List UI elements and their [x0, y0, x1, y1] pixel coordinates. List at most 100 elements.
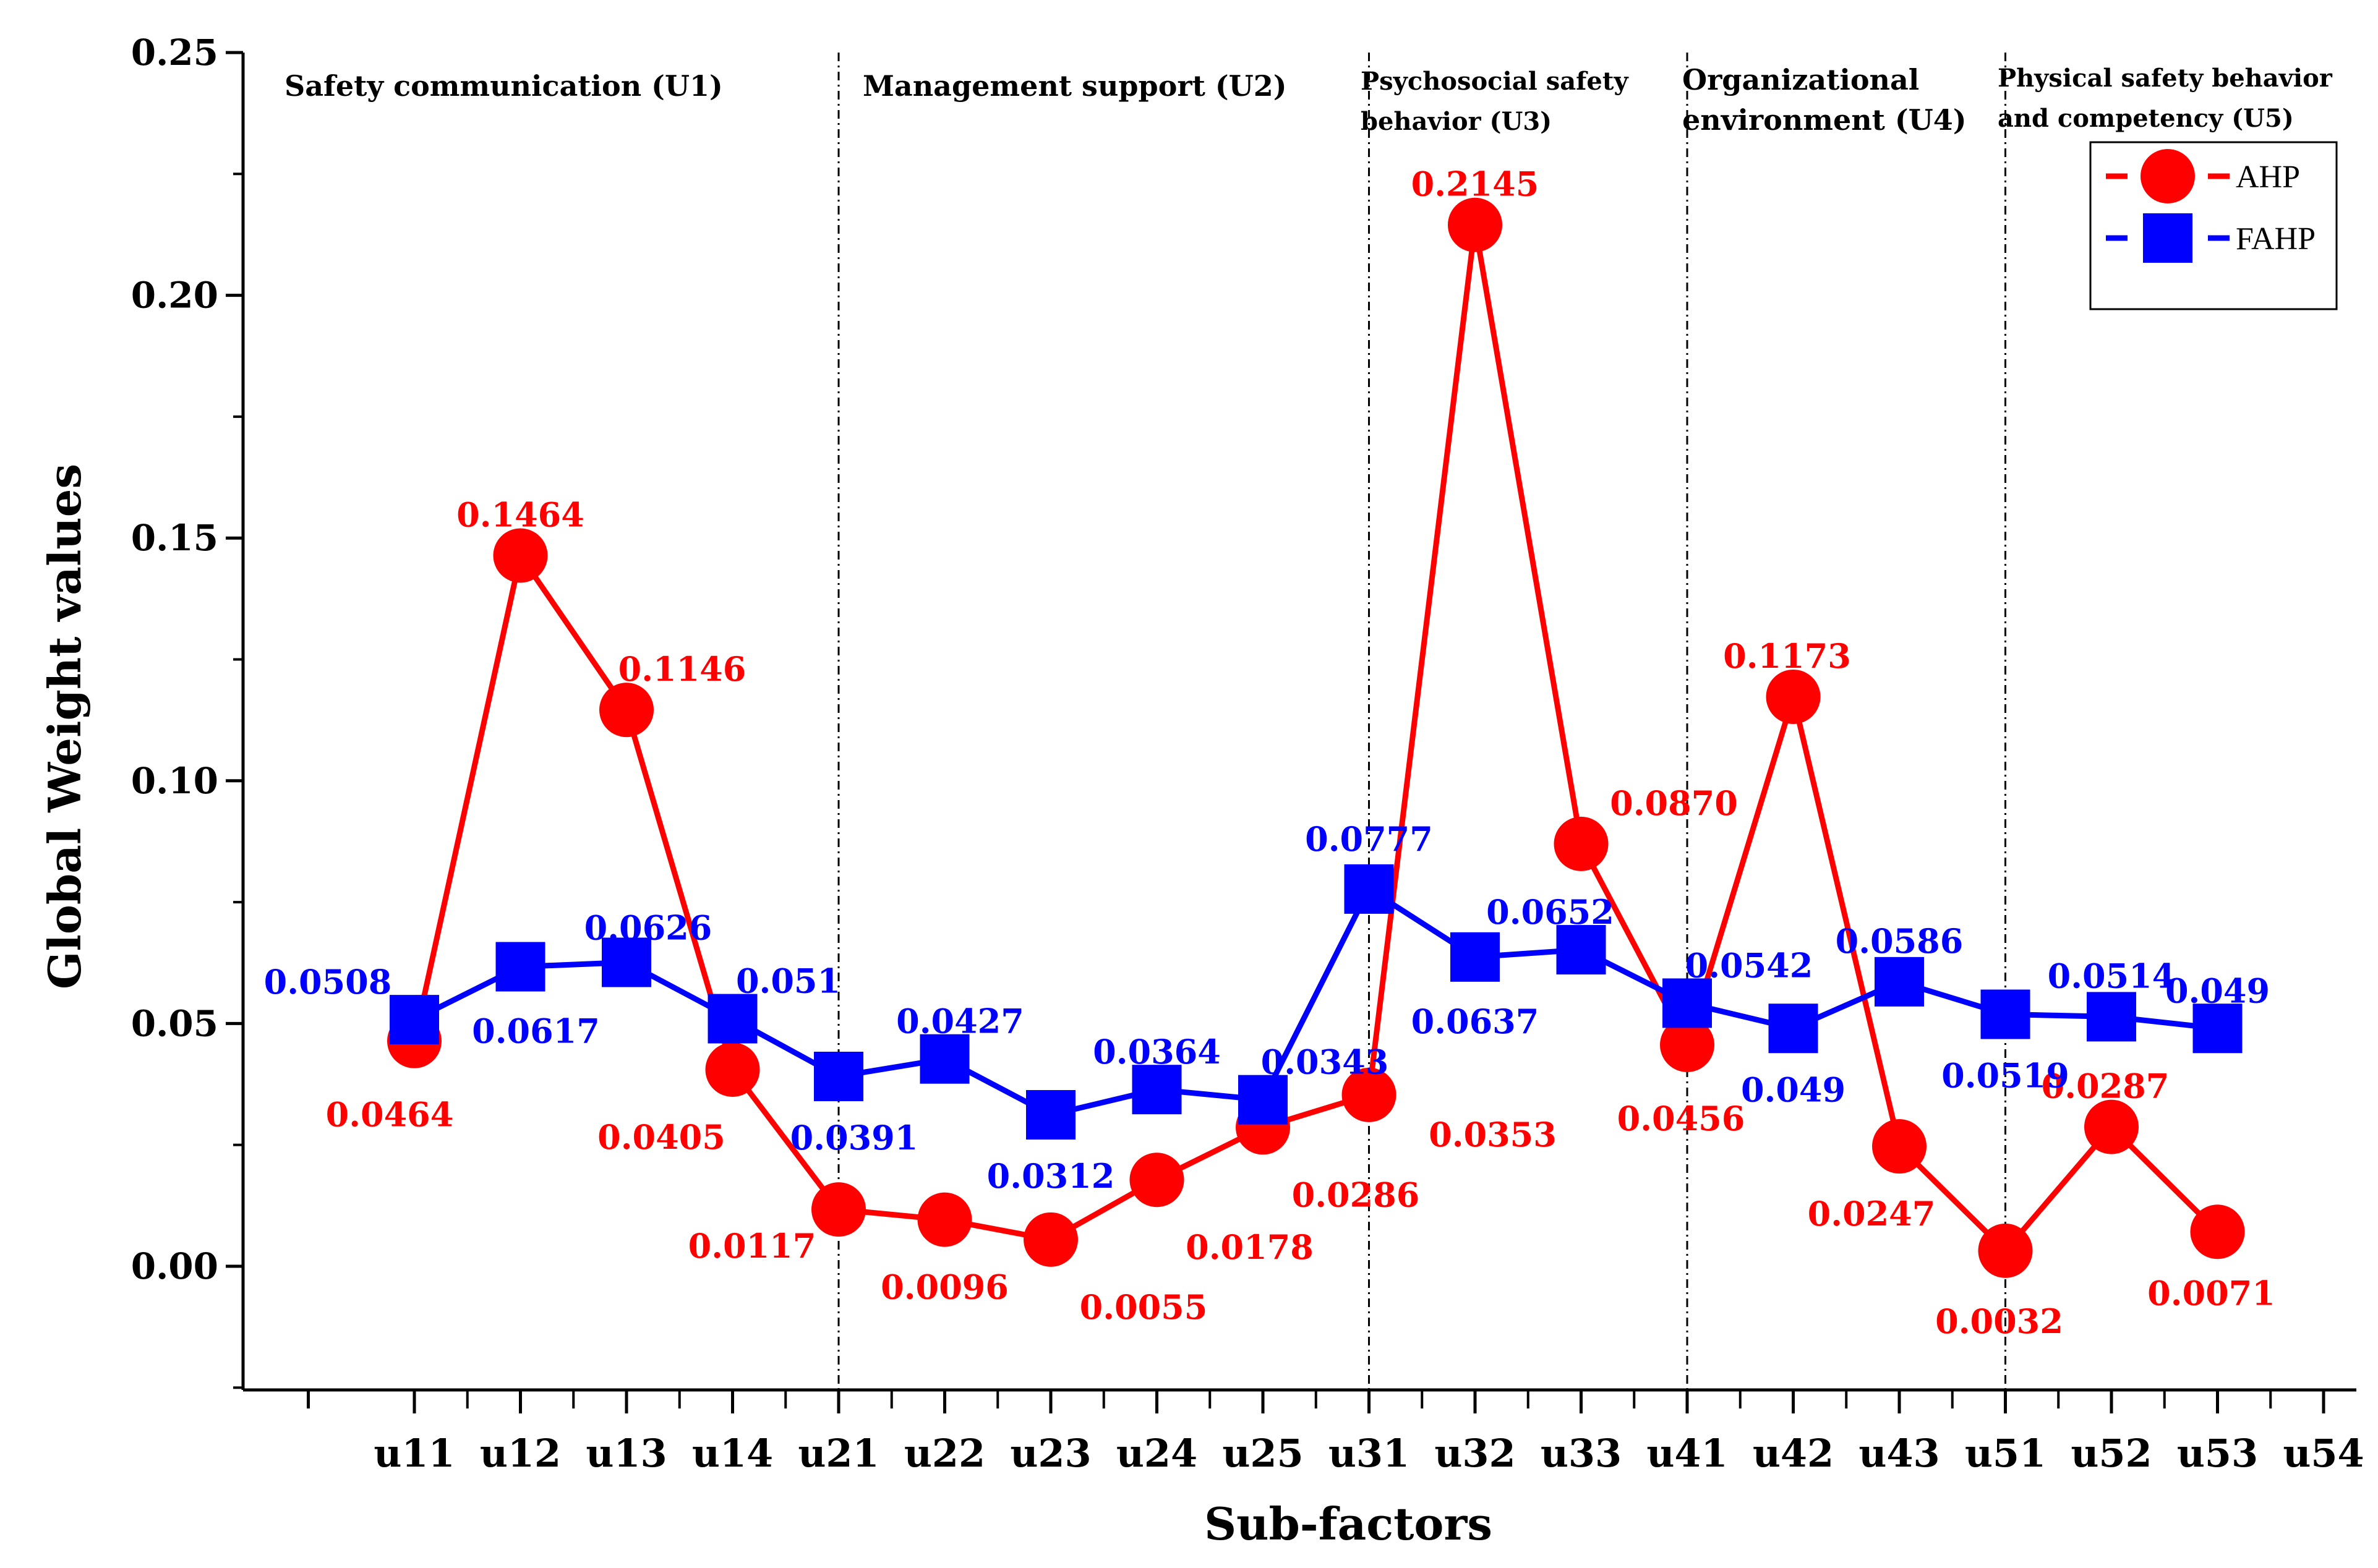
group-label: Organizational: [1682, 63, 1919, 96]
ahp-data-label: 0.0286: [1292, 1175, 1420, 1214]
fahp-data-label: 0.0312: [987, 1156, 1115, 1196]
ahp-point: [2190, 1204, 2245, 1259]
fahp-point: [2087, 992, 2136, 1042]
fahp-data-label: 0.049: [1741, 1070, 1846, 1109]
ahp-point: [2084, 1099, 2139, 1154]
legend-label: FAHP: [2236, 221, 2316, 257]
ahp-point: [1872, 1119, 1927, 1174]
group-label: and competency (U5): [1998, 104, 2294, 133]
ahp-point: [1554, 816, 1609, 871]
fahp-point: [1026, 1090, 1076, 1140]
fahp-point: [2192, 1003, 2243, 1054]
fahp-point: [495, 942, 545, 992]
group-dividers: Safety communication (U1) Management supp…: [284, 53, 2333, 1390]
ahp-data-label: 0.0870: [1610, 783, 1738, 823]
group-label: Management support (U2): [863, 69, 1287, 103]
fahp-data-label: 0.0508: [264, 962, 392, 1002]
x-tick-label: u53: [2177, 1431, 2258, 1476]
fahp-data-label: 0.0427: [896, 1002, 1024, 1041]
x-tick-label: u52: [2071, 1431, 2152, 1476]
group-label: Psychosocial safety: [1361, 67, 1629, 96]
fahp-point: [1662, 978, 1712, 1028]
y-tick-label: 0.10: [131, 760, 218, 802]
ahp-data-label: 0.0055: [1080, 1287, 1208, 1327]
ahp-point: [1024, 1212, 1078, 1267]
fahp-data-label: 0.051: [736, 961, 840, 1001]
ahp-data-label: 0.1464: [456, 495, 584, 534]
x-tick-label: u22: [904, 1431, 985, 1476]
x-tick-label: u43: [1858, 1431, 1940, 1476]
y-tick-label: 0.05: [131, 1002, 218, 1044]
x-tick-label: u11: [374, 1431, 455, 1476]
ahp-point: [1129, 1153, 1184, 1208]
y-tick-label: 0.15: [131, 517, 218, 559]
ahp-data-label: 0.0464: [326, 1095, 454, 1135]
ahp-point: [1341, 1067, 1396, 1122]
x-tick-label: u12: [480, 1431, 561, 1476]
fahp-data-label: 0.0343: [1261, 1042, 1389, 1082]
ahp-point: [599, 683, 654, 738]
ahp-data-label: 0.0456: [1617, 1099, 1745, 1138]
ahp-point: [917, 1192, 972, 1247]
x-tick-label: u33: [1541, 1431, 1622, 1476]
x-tick-label: u31: [1328, 1431, 1409, 1476]
ahp-data-label: 0.1146: [618, 649, 746, 689]
ahp-point: [1448, 197, 1502, 252]
ahp-data-label: 0.2145: [1411, 164, 1539, 204]
x-tick-label: u42: [1753, 1431, 1834, 1476]
x-tick-label: u32: [1434, 1431, 1515, 1476]
fahp-point: [1980, 989, 2030, 1039]
x-tick-label: u25: [1222, 1431, 1303, 1476]
x-tick-label: u51: [1965, 1431, 2046, 1476]
y-axis-title: Global Weight values: [38, 464, 91, 989]
fahp-data-label: 0.0637: [1411, 1002, 1539, 1041]
x-tick-label: u41: [1646, 1431, 1727, 1476]
x-tick-label: u13: [586, 1431, 667, 1476]
y-tick-label: 0.00: [131, 1245, 218, 1287]
fahp-data-label: 0.049: [2165, 971, 2270, 1010]
fahp-data-label: 0.0519: [1941, 1055, 2069, 1095]
x-tick-label: u24: [1116, 1431, 1197, 1476]
y-axis-ticks: 0.00 0.05 0.10 0.15 0.20 0.25: [131, 32, 243, 1389]
fahp-point: [1875, 957, 1924, 1007]
ahp-data-label: 0.0353: [1429, 1115, 1557, 1154]
fahp-point: [1238, 1075, 1288, 1125]
fahp-data-label: 0.0364: [1093, 1032, 1221, 1072]
fahp-data-label: 0.0391: [790, 1118, 918, 1157]
group-label: environment (U4): [1682, 103, 1967, 137]
series-layer: [387, 197, 2245, 1278]
legend-label: AHP: [2236, 160, 2300, 195]
fahp-point: [1450, 932, 1500, 982]
ahp-data-label: 0.0032: [1935, 1302, 2063, 1341]
fahp-point: [1344, 864, 1394, 914]
fahp-data-label: 0.0777: [1305, 819, 1433, 859]
fahp-data-label: 0.0652: [1486, 892, 1614, 932]
ahp-data-label: 0.0096: [881, 1268, 1009, 1307]
ahp-data-label: 0.0247: [1808, 1194, 1936, 1234]
fahp-point: [1556, 925, 1606, 975]
group-label: behavior (U3): [1361, 107, 1552, 136]
series-line-ahp: [411, 224, 2220, 1255]
ahp-data-label: 0.1173: [1723, 636, 1851, 676]
fahp-point: [602, 937, 651, 987]
fahp-point: [1132, 1065, 1182, 1115]
x-tick-label: u21: [798, 1431, 879, 1476]
legend-marker-ahp: [2141, 149, 2195, 203]
legend-box: [2089, 141, 2338, 310]
fahp-point: [708, 994, 758, 1044]
legend-marker-fahp: [2143, 213, 2192, 263]
ahp-data-label: 0.0071: [2147, 1273, 2275, 1313]
y-tick-label: 0.25: [131, 32, 218, 74]
fahp-data-label: 0.0617: [472, 1012, 600, 1051]
fahp-point: [920, 1034, 970, 1084]
ahp-data-label: 0.0178: [1186, 1227, 1314, 1267]
group-label: Safety communication (U1): [284, 69, 723, 103]
ahp-point: [493, 528, 548, 583]
fahp-point: [814, 1051, 863, 1101]
ahp-data-label: 0.0405: [597, 1117, 725, 1157]
ahp-data-label: 0.0117: [688, 1226, 816, 1266]
ahp-point: [1978, 1223, 2033, 1278]
x-tick-label: u14: [692, 1431, 773, 1476]
group-label: Physical safety behavior: [1998, 64, 2333, 93]
